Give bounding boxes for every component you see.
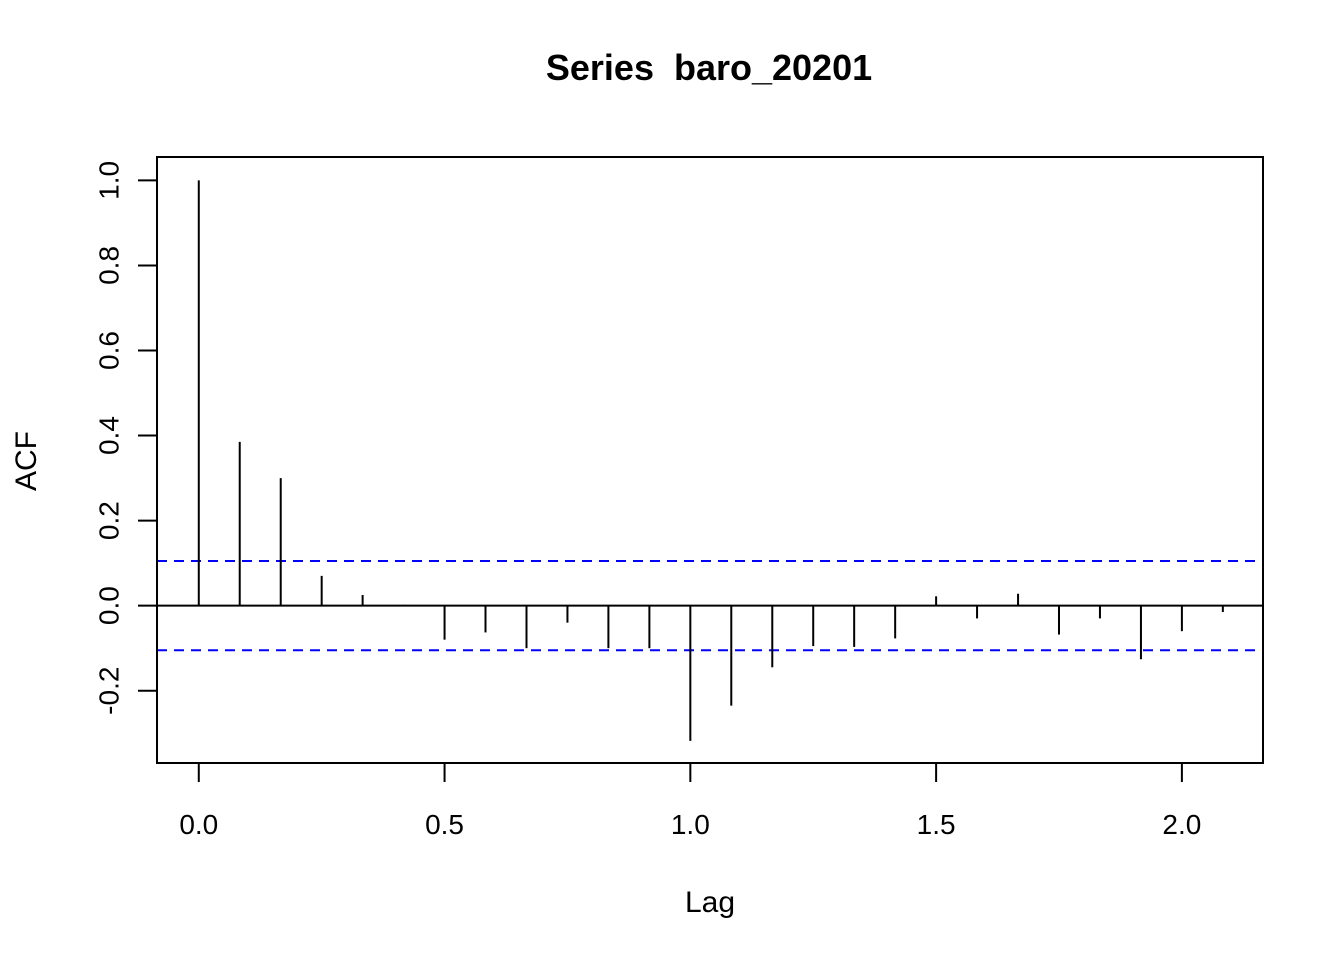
y-tick-label: 0.8 [94,246,125,285]
x-tick-label: 1.0 [671,809,710,840]
y-tick-label: 0.6 [94,331,125,370]
plot-frame [156,156,1264,764]
x-axis-title: Lag [685,886,735,919]
y-axis: -0.2 0.0 0.2 0.4 0.6 0.8 1.0 [94,161,158,715]
y-tick-label: 0.2 [94,501,125,540]
y-tick-label: 1.0 [94,161,125,200]
x-tick-label: 2.0 [1162,809,1201,840]
y-tick-label: -0.2 [94,667,125,715]
x-axis: 0.0 0.5 1.0 1.5 2.0 [179,762,1201,840]
x-tick-label: 1.5 [917,809,956,840]
plot-area [157,180,1263,741]
y-tick-label: 0.0 [94,586,125,625]
x-tick-label: 0.5 [425,809,464,840]
x-tick-label: 0.0 [179,809,218,840]
y-tick-label: 0.4 [94,416,125,455]
chart-title: Series baro_20201 [546,47,872,88]
y-axis-title: ACF [10,431,43,491]
